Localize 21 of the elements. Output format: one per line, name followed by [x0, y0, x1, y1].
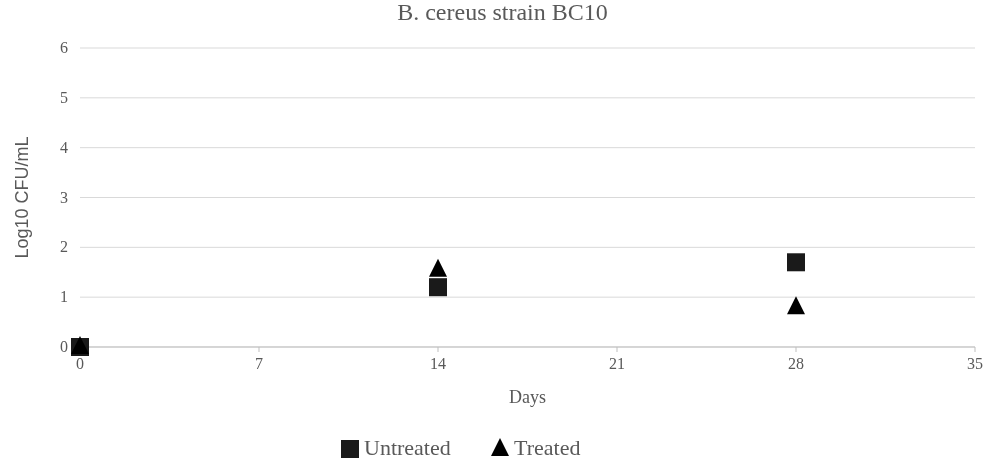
x-tick-label: 0	[76, 355, 84, 372]
x-tick-label: 21	[609, 355, 625, 372]
y-tick-label: 5	[60, 88, 68, 106]
x-tick-label: 7	[255, 355, 263, 372]
y-axis-title: Log10 CFU/mL	[12, 136, 32, 259]
point	[429, 278, 447, 297]
x-tick-label: 14	[430, 355, 446, 372]
y-tick-label: 6	[60, 39, 68, 56]
point	[787, 296, 805, 315]
x-tick-label: 35	[967, 355, 983, 372]
x-axis-title: Days	[509, 387, 546, 407]
y-tick-label: 3	[60, 188, 68, 206]
x-tick-label: 28	[788, 355, 804, 372]
chart-title: B. cereus strain BC10	[397, 0, 608, 25]
legend-label: Treated	[514, 435, 581, 460]
y-tick-label: 0	[60, 338, 68, 355]
point	[787, 253, 805, 272]
legend-label: Untreated	[364, 435, 451, 460]
y-tick-label: 2	[60, 238, 68, 256]
y-tick-label: 1	[60, 288, 68, 306]
y-tick-label: 4	[60, 138, 68, 156]
